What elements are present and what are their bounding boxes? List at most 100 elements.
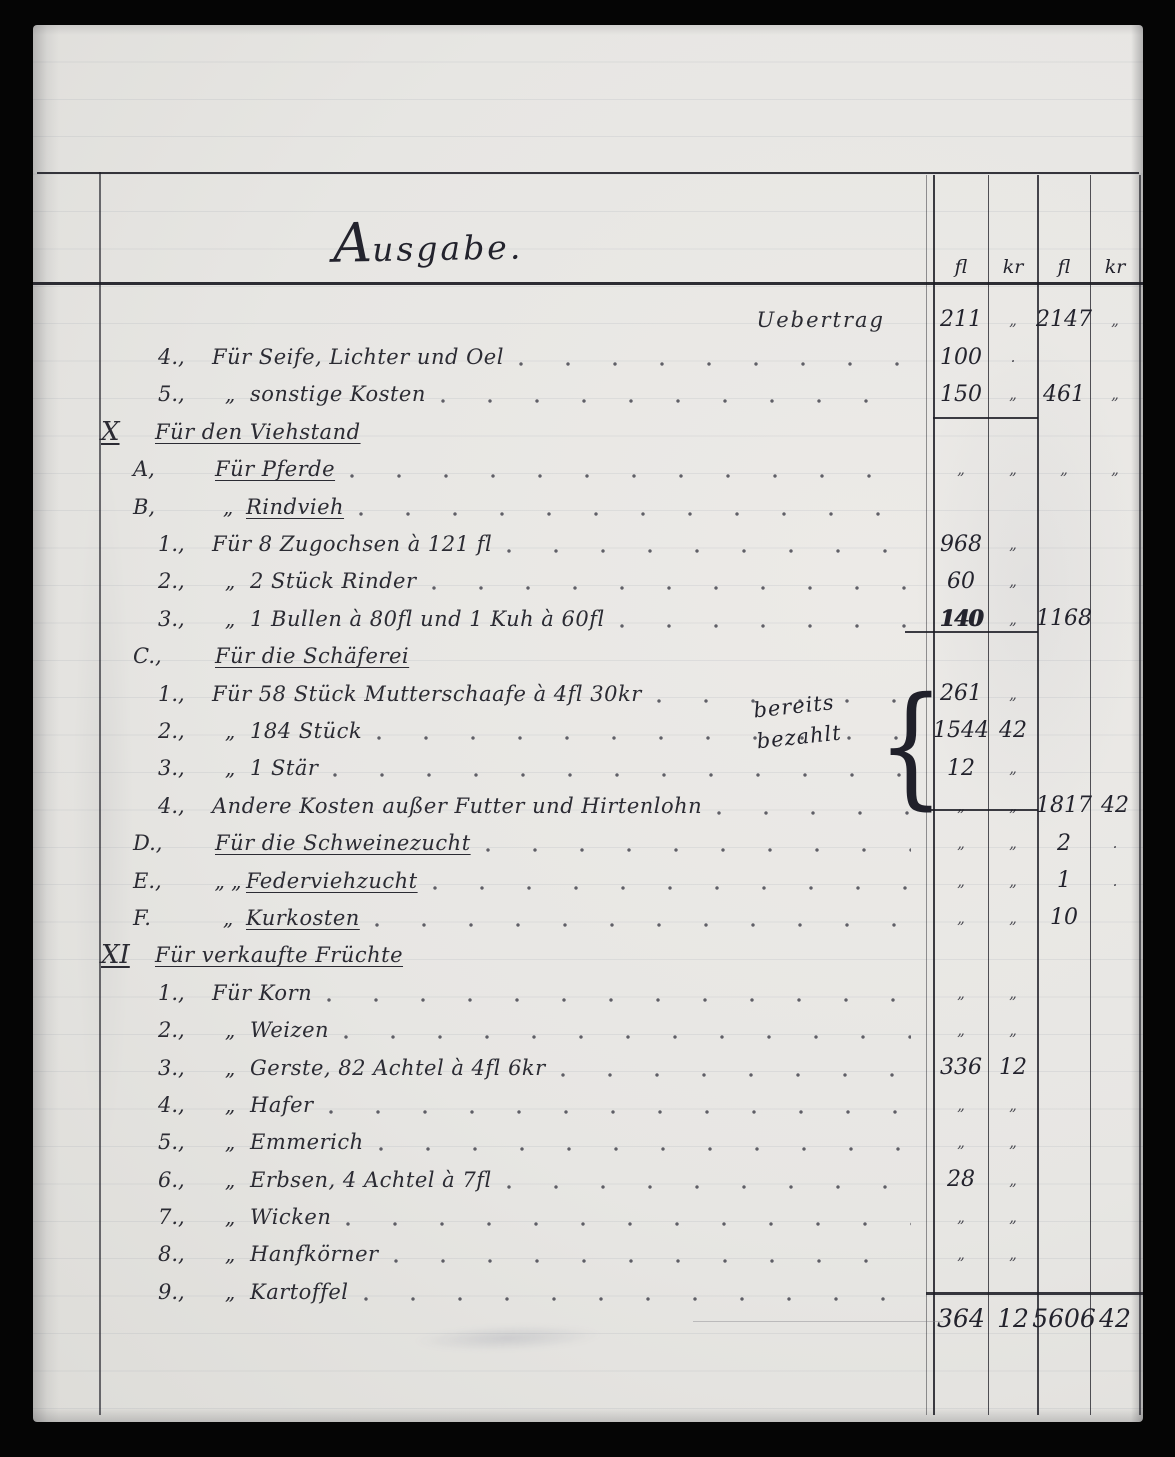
ledger-row: XI Für verkaufte Früchte bbox=[33, 937, 1143, 974]
row-text: sonstige Kosten bbox=[250, 382, 426, 407]
amount-kr-1: „ bbox=[1009, 1208, 1017, 1227]
amount-kr-2 bbox=[1090, 338, 1140, 375]
dot-leader bbox=[358, 508, 911, 519]
row-text: Emmerich bbox=[250, 1130, 364, 1155]
amount-fl-1: 1544 bbox=[933, 718, 989, 744]
ledger-row: 3., „ 1 Bullen à 80fl und 1 Kuh à 60fl 1… bbox=[33, 600, 1143, 637]
dot-leader bbox=[716, 807, 911, 818]
row-text: Hanfkörner bbox=[250, 1242, 379, 1267]
ledger-row: 6., „ Erbsen, 4 Achtel à 7fl 28 „ bbox=[33, 1161, 1143, 1198]
amount-kr-2 bbox=[1090, 413, 1140, 450]
amount-fl-2 bbox=[1038, 1049, 1090, 1086]
row-text: Erbsen, 4 Achtel à 7fl bbox=[250, 1167, 492, 1192]
row-text: Für 58 Stück Mutterschaafe à 4fl 30kr bbox=[212, 681, 642, 706]
row-number: 4., bbox=[158, 793, 185, 818]
ledger-row: 4., Andere Kosten außer Futter und Hirte… bbox=[33, 787, 1143, 824]
row-text: Für Pferde bbox=[215, 457, 336, 482]
ditto-mark: „ bbox=[224, 382, 236, 407]
amount-kr-2 bbox=[1090, 600, 1140, 637]
amount-column-line bbox=[1090, 175, 1091, 1415]
amount-fl-2 bbox=[1038, 1198, 1090, 1235]
dot-leader bbox=[439, 396, 911, 407]
row-text: Für Korn bbox=[212, 980, 313, 1005]
dot-leader bbox=[431, 882, 911, 893]
row-number: 1., bbox=[158, 980, 185, 1005]
amount-fl-1: 150 bbox=[940, 381, 982, 407]
ledger-row: 5., „ Emmerich „ „ bbox=[33, 1124, 1143, 1161]
row-number: 1., bbox=[158, 681, 185, 706]
amount-kr-1: „ bbox=[1009, 535, 1017, 554]
subtotal-rule bbox=[930, 809, 1038, 811]
row-text: 184 Stück bbox=[250, 718, 363, 743]
amount-kr-2 bbox=[1090, 1011, 1140, 1048]
ledger-row: 3., „ Gerste, 82 Achtel à 4fl 6kr 336 12 bbox=[33, 1049, 1143, 1086]
amount-fl-2 bbox=[1038, 1161, 1090, 1198]
faint-line bbox=[693, 1321, 943, 1322]
amount-kr-1 bbox=[988, 937, 1038, 974]
column-header-fl-2: fl bbox=[1057, 256, 1071, 278]
amount-kr-1: 42 bbox=[999, 718, 1027, 744]
row-text: Kurkosten bbox=[246, 905, 360, 930]
dot-leader bbox=[327, 1106, 911, 1117]
column-header-kr-1: kr bbox=[1002, 256, 1024, 278]
amount-fl-1: 60 bbox=[947, 568, 975, 594]
amount-kr-2 bbox=[1090, 1124, 1140, 1161]
ledger-row: E., „ „ Federviehzucht „ „ 1 . bbox=[33, 862, 1143, 899]
page-fold-shading bbox=[73, 455, 133, 1155]
ledger-row: 9., „ Kartoffel bbox=[33, 1273, 1143, 1310]
ledger-row: X Für den Viehstand bbox=[33, 413, 1143, 450]
column-header-kr-2: kr bbox=[1104, 256, 1126, 278]
ditto-mark: „ bbox=[224, 1055, 236, 1080]
dot-leader bbox=[506, 546, 911, 557]
amount-fl-2: 2147 bbox=[1036, 307, 1092, 333]
total-kr-2: 42 bbox=[1099, 1303, 1131, 1333]
ditto-mark: „ bbox=[224, 1205, 236, 1230]
amount-kr-1: „ bbox=[1009, 572, 1017, 591]
amount-fl-1: 211 bbox=[940, 307, 982, 333]
curly-brace: { bbox=[877, 669, 945, 823]
row-number: A, bbox=[133, 457, 155, 482]
row-number: 3., bbox=[158, 756, 185, 781]
amount-fl-1: 336 bbox=[940, 1055, 982, 1080]
ditto-mark: „ „ bbox=[214, 868, 242, 893]
ledger-page: Ausgabe. fl kr fl kr Uebertrag 211 „ 214… bbox=[33, 25, 1143, 1422]
ledger-row: 8., „ Hanfkörner „ „ bbox=[33, 1236, 1143, 1273]
amount-fl-1: „ bbox=[957, 1021, 965, 1040]
subtotal-rule bbox=[905, 631, 1038, 633]
ditto-mark: „ bbox=[224, 1279, 236, 1304]
row-text: 1 Stär bbox=[250, 756, 319, 781]
ditto-mark: „ bbox=[224, 1242, 236, 1267]
totals-row: 364 12 5606 42 bbox=[33, 1295, 1143, 1341]
amount-kr-1: „ bbox=[1009, 1170, 1017, 1189]
row-number: 3., bbox=[158, 606, 185, 631]
row-number: F. bbox=[133, 905, 151, 930]
amount-column-line bbox=[926, 175, 927, 1415]
row-number: 4., bbox=[158, 345, 185, 370]
amount-kr-1: „ bbox=[1009, 310, 1017, 329]
row-number: 5., bbox=[158, 1130, 185, 1155]
margin-line bbox=[99, 172, 101, 1415]
amount-fl-2 bbox=[1038, 638, 1090, 675]
row-text: Für die Schäferei bbox=[215, 644, 410, 669]
row-number: B, bbox=[133, 494, 156, 519]
ditto-mark: „ bbox=[224, 1018, 236, 1043]
ledger-row: D., Für die Schweinezucht „ „ 2 . bbox=[33, 824, 1143, 861]
row-number: 3., bbox=[158, 1055, 185, 1080]
row-number: D., bbox=[133, 831, 163, 856]
amount-fl-2 bbox=[1038, 563, 1090, 600]
amount-fl-2: 2 bbox=[1057, 830, 1071, 856]
amount-fl-2 bbox=[1038, 1236, 1090, 1273]
row-text: Kartoffel bbox=[250, 1279, 349, 1304]
amount-kr-1: „ bbox=[1009, 796, 1017, 815]
dot-leader bbox=[559, 1069, 911, 1080]
amount-fl-1: 140 bbox=[939, 605, 984, 632]
amount-kr-2 bbox=[1090, 1086, 1140, 1123]
amount-fl-1: „ bbox=[957, 834, 965, 853]
ditto-mark: „ bbox=[222, 494, 234, 519]
amount-kr-1: . bbox=[1010, 348, 1016, 367]
amount-kr-2: . bbox=[1112, 871, 1118, 890]
amount-column-line bbox=[1139, 175, 1141, 1415]
ditto-mark: „ bbox=[224, 718, 236, 743]
amount-column-line bbox=[933, 175, 935, 1415]
amount-fl-1 bbox=[934, 937, 988, 974]
